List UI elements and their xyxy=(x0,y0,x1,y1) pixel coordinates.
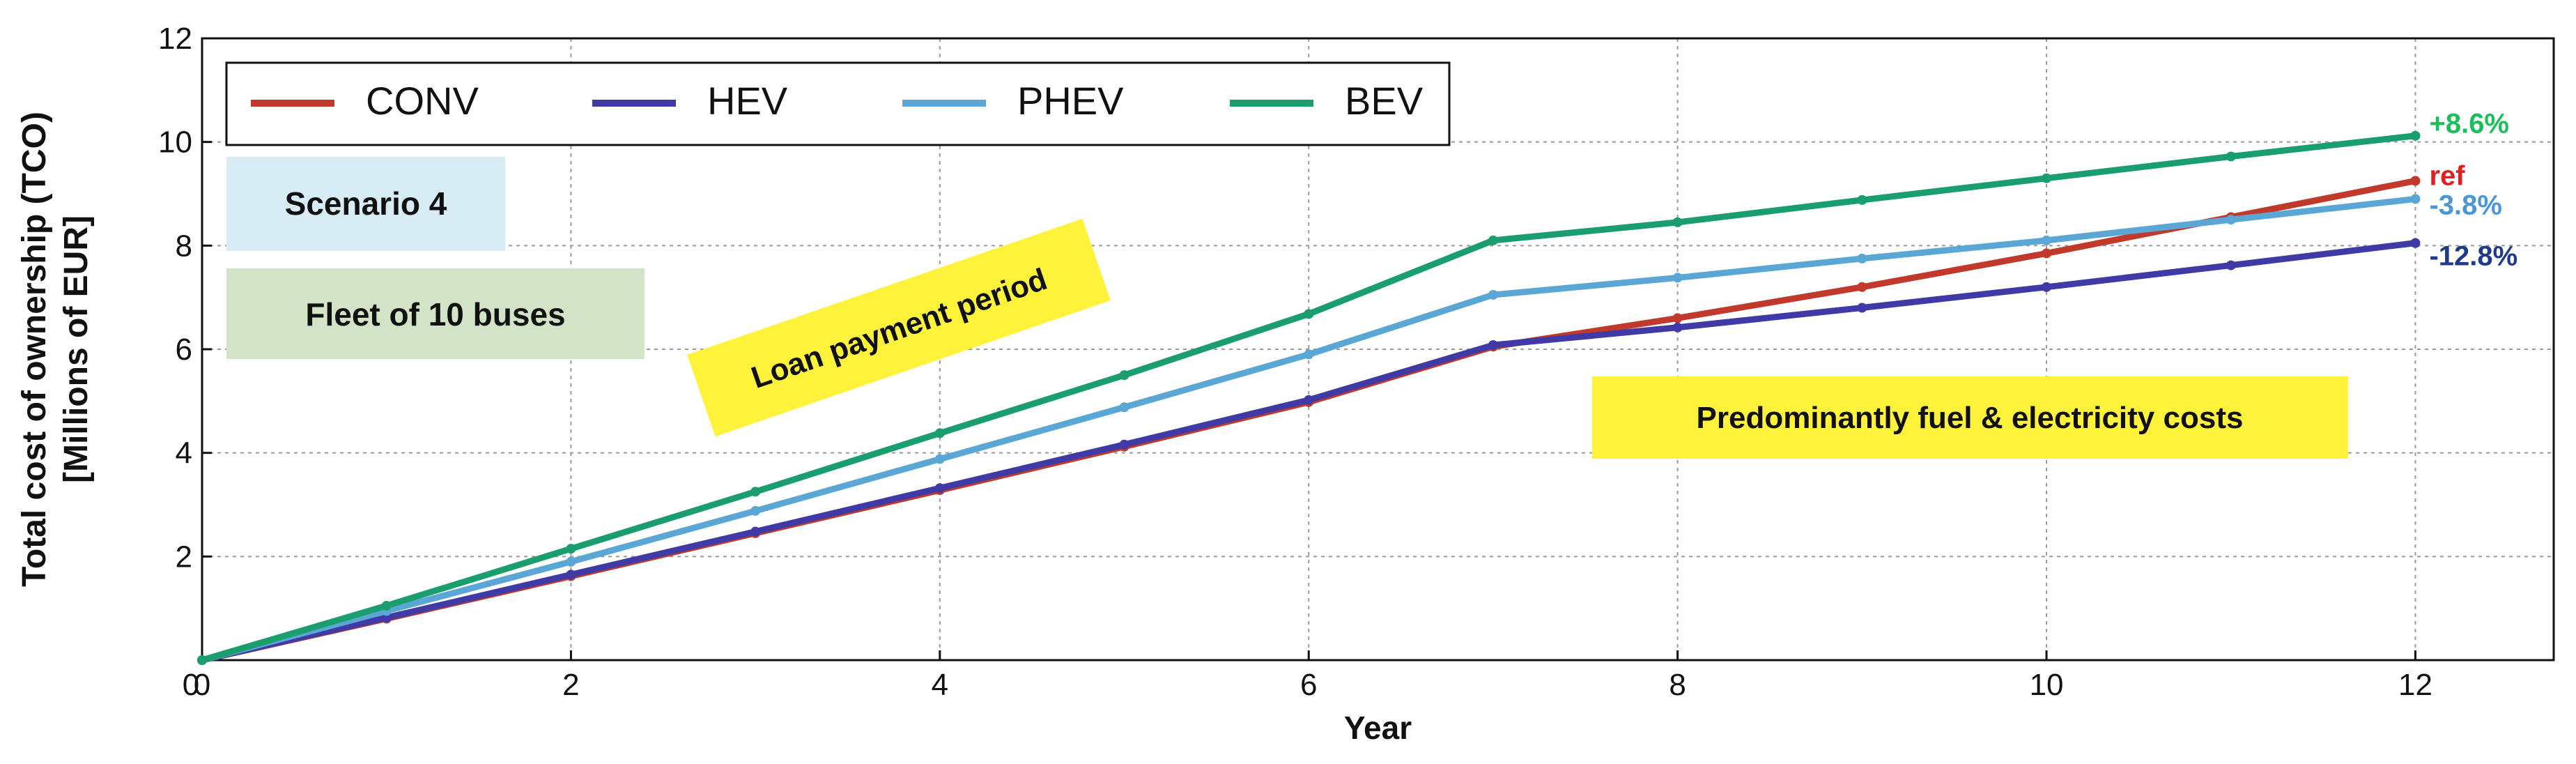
data-point-phev xyxy=(1488,289,1498,300)
data-point-hev xyxy=(934,483,945,494)
x-tick-label: 6 xyxy=(1300,668,1317,702)
data-point-bev xyxy=(1672,217,1683,227)
legend-label-hev: HEV xyxy=(707,79,788,123)
end-label-bev: +8.6% xyxy=(2429,109,2509,139)
loan-annotation: Loan payment period xyxy=(687,218,1111,437)
data-point-bev xyxy=(1119,370,1129,381)
y-tick-label: 6 xyxy=(176,333,192,367)
data-point-hev xyxy=(1304,395,1314,405)
y-tick-label: 8 xyxy=(176,229,192,263)
data-point-bev xyxy=(1304,309,1314,319)
data-point-phev xyxy=(1857,253,1867,263)
data-point-bev xyxy=(934,428,945,438)
data-point-phev xyxy=(2226,215,2236,225)
end-label-phev: -3.8% xyxy=(2429,190,2502,220)
data-point-bev xyxy=(1857,194,1867,205)
x-tick-label: 8 xyxy=(1669,668,1686,702)
data-point-phev xyxy=(750,505,761,516)
data-point-bev xyxy=(566,544,576,554)
data-point-phev xyxy=(566,556,576,567)
x-axis-title: Year xyxy=(1344,710,1412,746)
series xyxy=(197,130,2421,665)
data-point-phev xyxy=(1119,402,1129,413)
data-point-conv xyxy=(1672,313,1683,323)
data-point-bev xyxy=(2226,151,2236,162)
data-point-phev xyxy=(2042,235,2052,245)
y-tick-label: 10 xyxy=(158,125,192,160)
data-point-hev xyxy=(566,570,576,580)
data-point-hev xyxy=(1672,322,1683,333)
data-point-bev xyxy=(2410,130,2421,141)
data-point-conv xyxy=(1857,282,1867,292)
x-tick-label: 2 xyxy=(562,668,579,702)
scenario-box xyxy=(226,157,505,251)
data-point-conv xyxy=(2042,248,2052,259)
data-point-bev xyxy=(2042,173,2052,183)
data-point-hev xyxy=(2042,282,2052,292)
data-point-bev xyxy=(750,487,761,497)
x-tick-label: 12 xyxy=(2398,668,2432,702)
data-point-bev xyxy=(1488,235,1498,245)
data-point-bev xyxy=(381,600,392,611)
data-point-hev xyxy=(381,613,392,623)
data-point-hev xyxy=(1857,303,1867,313)
scenario-label: Scenario 4 xyxy=(285,185,447,222)
data-point-phev xyxy=(1304,349,1314,360)
end-label-hev: -12.8% xyxy=(2429,241,2517,272)
legend: CONV HEV PHEV BEV xyxy=(225,61,1451,146)
end-label-conv: ref xyxy=(2429,160,2465,191)
data-point-bev xyxy=(197,655,207,665)
y-axis-title-line2: [Millions of EUR] xyxy=(58,215,95,483)
annotations: +8.6% ref-3.8% -12.8% Scenario 4 Fleet of 10… xyxy=(226,109,2517,459)
x-tick-label: 0 xyxy=(194,668,210,702)
fuel-label: Predominantly fuel & electricity costs xyxy=(1697,401,2244,435)
axes: 0 2 4 6 8 10 12 0 2 4 6 8 10 12 Year Total cost of owne… xyxy=(16,22,2555,746)
x-tick-label: 4 xyxy=(932,668,948,702)
data-point-hev xyxy=(1119,439,1129,450)
data-point-phev xyxy=(1672,273,1683,283)
legend-label-bev: BEV xyxy=(1345,79,1424,123)
x-tick-label: 10 xyxy=(2030,668,2064,702)
legend-label-conv: CONV xyxy=(366,79,479,123)
y-tick-label: 4 xyxy=(176,436,192,471)
data-point-conv xyxy=(2410,176,2421,186)
fleet-box xyxy=(226,268,645,359)
data-point-hev xyxy=(750,526,761,537)
y-axis-title-line1: Total cost of ownership (TCO) xyxy=(16,112,53,587)
data-point-hev xyxy=(2226,260,2236,270)
data-point-hev xyxy=(2410,238,2421,248)
y-tick-label: 12 xyxy=(158,22,192,56)
y-tick-label: 2 xyxy=(176,540,192,574)
data-point-phev xyxy=(934,454,945,464)
legend-label-phev: PHEV xyxy=(1017,79,1124,123)
fleet-label: Fleet of 10 buses xyxy=(305,296,565,333)
x-origin-label: 0 xyxy=(183,668,199,702)
data-point-hev xyxy=(1488,340,1498,351)
data-point-phev xyxy=(2410,194,2421,204)
fuel-box xyxy=(1592,376,2348,459)
loan-box xyxy=(687,218,1111,437)
